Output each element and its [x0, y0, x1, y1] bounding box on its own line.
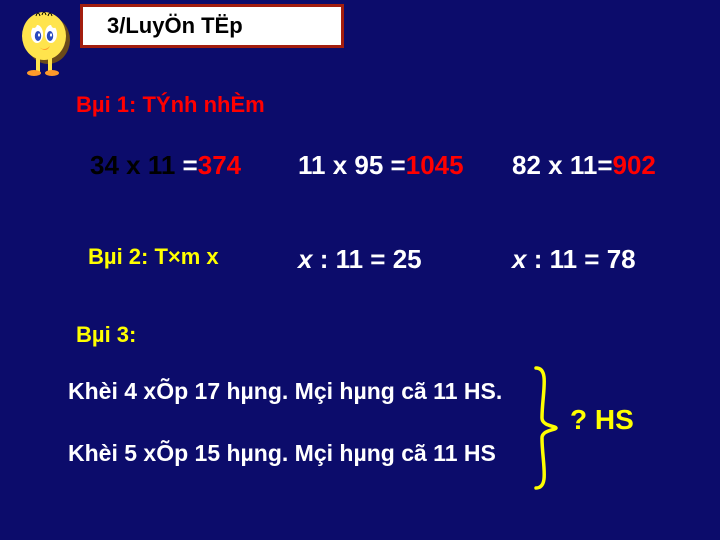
bai1-heading: Bµi 1: TÝnh nhÈm [76, 92, 265, 118]
bai2-heading: Bµi 2: T×m x [88, 244, 219, 270]
bai2-expr-1-rest: : 11 = 25 [312, 244, 421, 274]
bai1-expr-1-lhs: 34 x 11 [90, 150, 183, 180]
bai1-expr-1-eq: = [183, 150, 198, 180]
bai3-line-2: Khèi 5 xÕp 15 hµng. Mçi hµng cã 11 HS [68, 440, 496, 467]
bai1-expr-1: 34 x 11 =374 [90, 150, 241, 181]
bai1-expr-1-result: 374 [198, 150, 241, 180]
curly-brace-icon [530, 364, 558, 492]
bai2-expr-1: x : 11 = 25 [298, 244, 422, 275]
bai3-heading: Bµi 3: [76, 322, 136, 348]
bai1-expr-3-result: 902 [613, 150, 656, 180]
bai1-expr-2-result: 1045 [406, 150, 464, 180]
section-title-box: 3/LuyÖn TËp [80, 4, 344, 48]
bai2-expr-2-rest: : 11 = 78 [526, 244, 635, 274]
bai1-expr-3-eq: = [597, 150, 612, 180]
bai1-expr-2-lhs: 11 x 95 [298, 150, 391, 180]
bai1-expr-2-eq: = [391, 150, 406, 180]
bai1-expr-2: 11 x 95 =1045 [298, 150, 464, 181]
bai2-expr-1-var: x [298, 244, 312, 274]
bai1-expr-3-lhs: 82 x 11 [512, 150, 597, 180]
section-title: 3/LuyÖn TËp [107, 13, 243, 39]
bai3-result: ? HS [570, 404, 634, 436]
bai1-expr-3: 82 x 11=902 [512, 150, 656, 181]
tweety-icon [14, 8, 74, 76]
bai2-expr-2: x : 11 = 78 [512, 244, 636, 275]
bai2-expr-2-var: x [512, 244, 526, 274]
bai3-line-1: Khèi 4 xÕp 17 hµng. Mçi hµng cã 11 HS. [68, 378, 502, 405]
